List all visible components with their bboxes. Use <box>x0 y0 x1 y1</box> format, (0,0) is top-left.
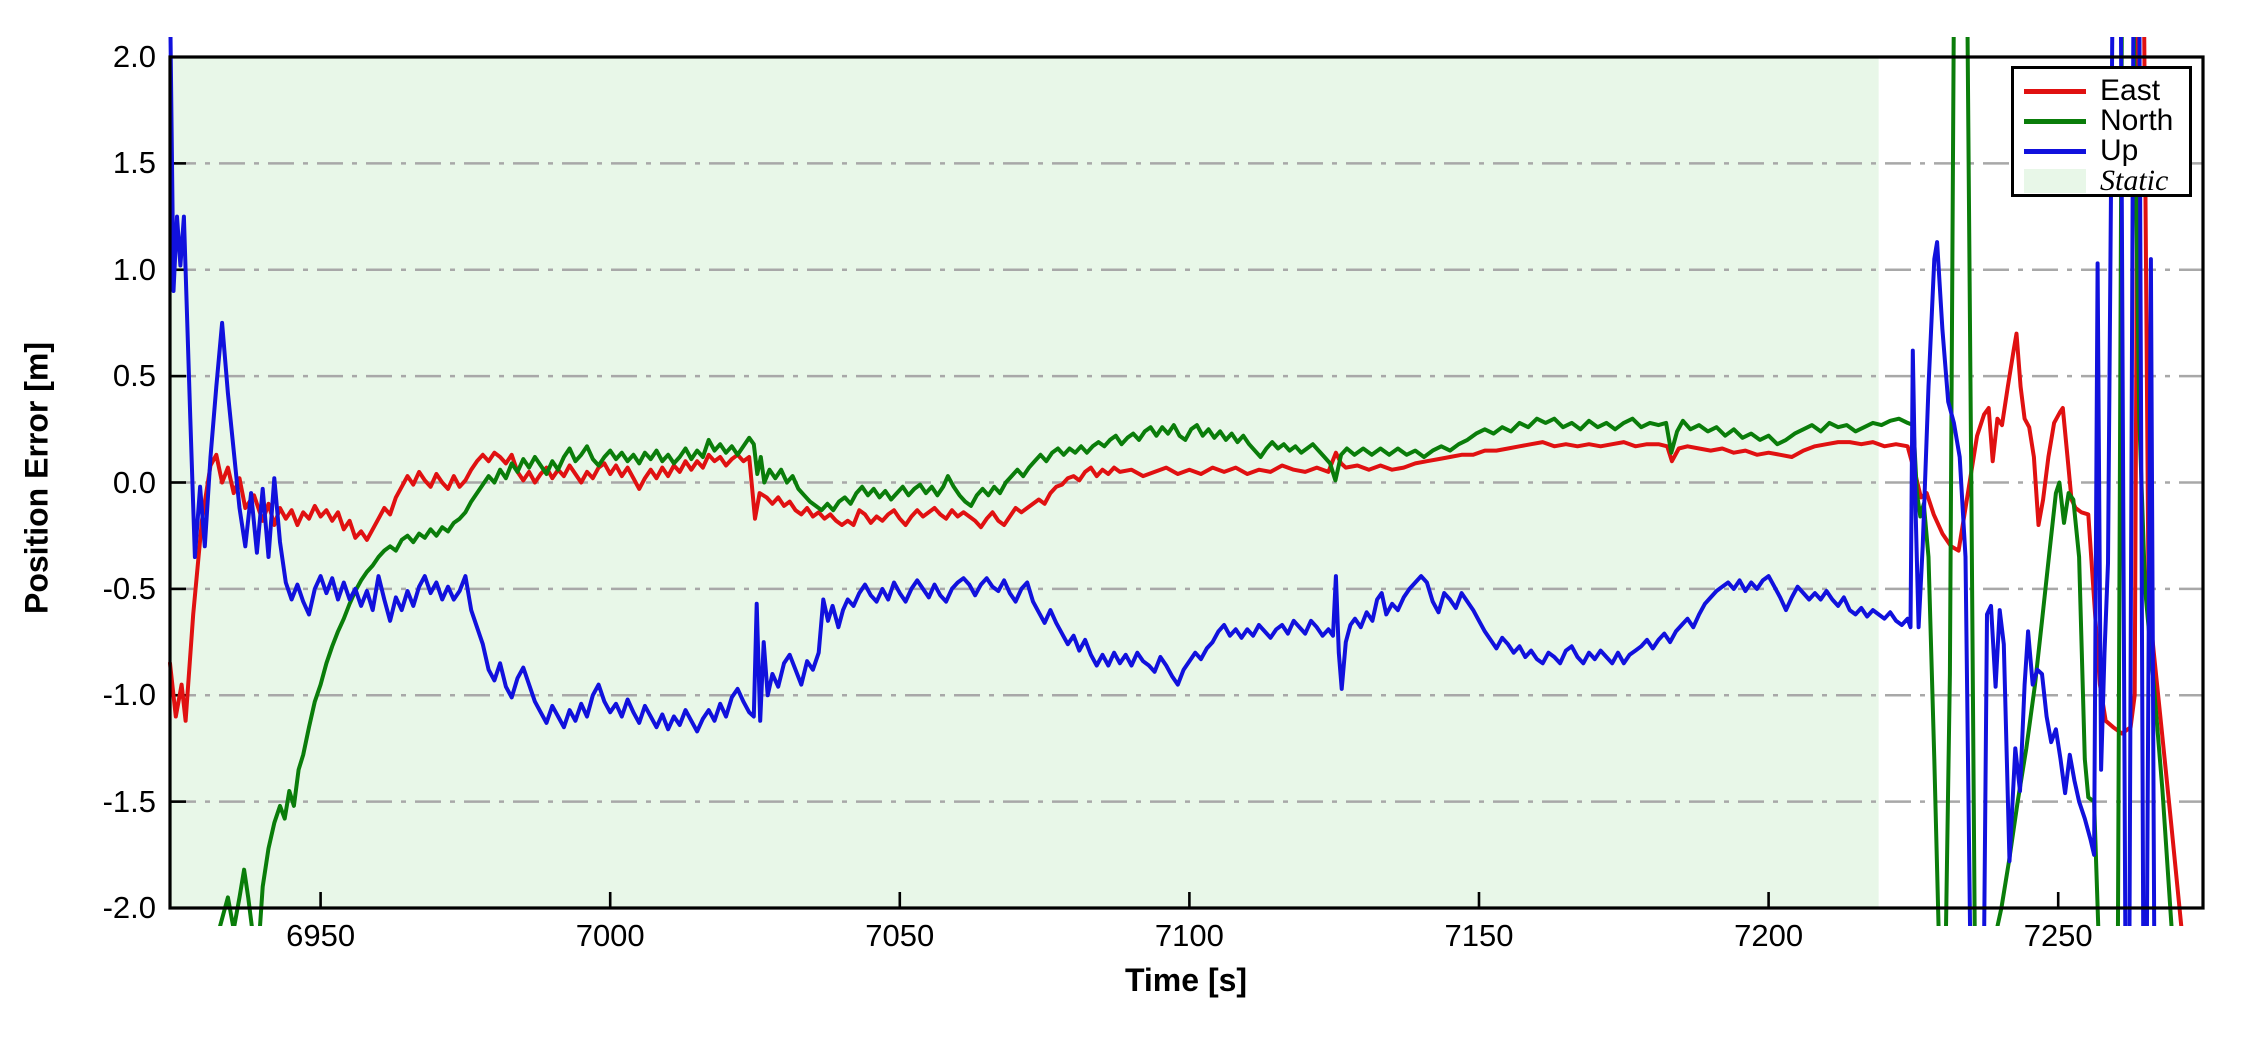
y-tick-label: 0.5 <box>112 358 156 394</box>
y-tick-label: 1.5 <box>112 145 156 181</box>
x-tick-label: 7100 <box>1154 918 1224 953</box>
y-tick-label: -1.5 <box>102 783 156 819</box>
legend-label-up: Up <box>2100 134 2139 167</box>
x-tick-label: 7200 <box>1734 918 1804 953</box>
x-tick-label: 7150 <box>1444 918 1514 953</box>
legend: East North Up Static <box>2011 66 2192 197</box>
x-axis-title: Time [s] <box>1124 962 1248 998</box>
y-tick-label: -0.5 <box>102 570 156 606</box>
x-tick-label: 7000 <box>575 918 645 953</box>
legend-item-up: Up <box>2024 136 2189 166</box>
plot-border <box>168 55 2205 910</box>
static-patch-swatch <box>2024 169 2086 193</box>
legend-label-static: Static <box>2100 164 2169 197</box>
legend-item-east: East <box>2024 76 2189 106</box>
x-tick-label: 7250 <box>2023 918 2093 953</box>
up-line-swatch <box>2024 148 2086 154</box>
y-axis-title: Position Error [m] <box>18 341 55 615</box>
y-tick-label: 1.0 <box>112 251 156 287</box>
legend-item-north: North <box>2024 106 2189 136</box>
y-tick-label: -2.0 <box>102 890 156 925</box>
x-tick-label: 7050 <box>865 918 935 953</box>
legend-label-east: East <box>2100 74 2161 107</box>
series-line-north <box>218 37 2174 926</box>
y-tick-label: -1.0 <box>102 677 156 713</box>
north-line-swatch <box>2024 118 2086 124</box>
series-line-up <box>168 37 2157 926</box>
y-tick-label: 2.0 <box>112 39 156 74</box>
legend-item-static: Static <box>2024 166 2189 196</box>
x-tick-label: 6950 <box>286 918 356 953</box>
east-line-swatch <box>2024 88 2086 94</box>
legend-label-north: North <box>2100 104 2174 137</box>
y-tick-label: 0.0 <box>112 464 156 500</box>
